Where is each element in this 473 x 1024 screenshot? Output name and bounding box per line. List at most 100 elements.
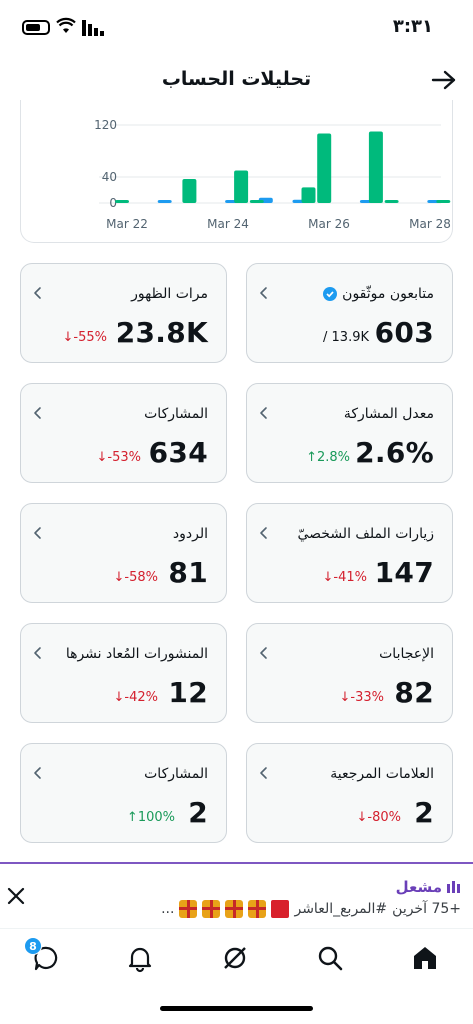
stat-label-text: زيارات الملف الشخصيّ — [297, 526, 434, 542]
space-host-name: مشعل — [395, 878, 442, 896]
stat-change: ↓-33% — [340, 690, 385, 705]
chart-card: 0 40 120 Mar 22 Mar 24 Mar 26 Mar 28 — [20, 100, 453, 243]
stat-label: الإعجابات — [379, 646, 434, 662]
stat-change: ↓-41% — [323, 570, 368, 585]
arrow-down-icon: ↓ — [96, 450, 108, 465]
stat-label-text: العلامات المرجعية — [330, 766, 434, 782]
arrow-down-icon: ↓ — [339, 690, 351, 705]
stat-card[interactable]: العلامات المرجعية 2 ↓-80% — [246, 743, 453, 843]
stat-label-text: المشاركات — [144, 406, 208, 422]
verified-badge-icon — [323, 287, 338, 301]
stat-card[interactable]: المشاركات 2 ↑100% — [20, 743, 227, 843]
stat-label: العلامات المرجعية — [330, 766, 434, 782]
stat-label: زيارات الملف الشخصيّ — [297, 526, 434, 542]
header: تحليلات الحساب — [0, 60, 473, 100]
status-bar: ٣:٣١ — [0, 0, 473, 58]
stat-card[interactable]: المنشورات المُعاد نشرها 12 ↓-42% — [20, 623, 227, 723]
x-tick-label: Mar 28 — [409, 217, 451, 231]
bar-green — [115, 200, 129, 203]
bar-green — [384, 200, 399, 203]
stat-value: 23.8K — [115, 316, 208, 349]
chevron-left-icon — [260, 527, 267, 539]
stat-change-value: -53% — [107, 450, 141, 465]
back-arrow-icon[interactable] — [431, 68, 457, 92]
stat-label-text: الإعجابات — [379, 646, 434, 662]
stat-label: المشاركات — [144, 406, 208, 422]
stat-label: متابعون موثّقون — [323, 286, 434, 302]
close-icon[interactable] — [6, 886, 26, 906]
stat-change-value: -80% — [367, 810, 401, 825]
bar-green — [436, 200, 451, 203]
chevron-left-icon — [260, 767, 267, 779]
arrow-down-icon: ↓ — [62, 330, 74, 345]
stat-card[interactable]: متابعون موثّقون 603 / 13.9K — [246, 263, 453, 363]
space-host: مشعل — [396, 878, 461, 896]
stat-value: 2.6% — [355, 436, 434, 469]
stat-change: ↓-55% — [63, 330, 108, 345]
home-icon[interactable] — [410, 943, 440, 973]
stat-value: 147 — [374, 556, 434, 589]
stat-label-text: معدل المشاركة — [343, 406, 434, 422]
space-ellipsis: ... — [161, 901, 175, 917]
bar-green — [301, 187, 316, 203]
stat-card[interactable]: زيارات الملف الشخصيّ 147 ↓-41% — [246, 503, 453, 603]
chevron-left-icon — [34, 767, 41, 779]
space-details: +75 آخرين #المربع_العاشر ... — [161, 900, 461, 918]
stat-value: 82 — [394, 676, 434, 709]
spaces-bar[interactable]: مشعل +75 آخرين #المربع_العاشر ... — [0, 862, 473, 928]
stat-card[interactable]: مرات الظهور 23.8K ↓-55% — [20, 263, 227, 363]
stat-change: ↑100% — [127, 810, 175, 825]
stat-change: ↓-42% — [114, 690, 159, 705]
space-hashtag: #المربع_العاشر — [294, 901, 388, 917]
x-tick-label: Mar 22 — [106, 217, 148, 231]
chevron-left-icon — [260, 287, 267, 299]
chevron-left-icon — [260, 647, 267, 659]
stat-label-text: مرات الظهور — [131, 286, 208, 302]
y-tick-label: 0 — [109, 196, 117, 210]
search-icon[interactable] — [315, 943, 345, 973]
arrow-down-icon: ↓ — [113, 690, 125, 705]
home-indicator — [160, 1006, 313, 1011]
stat-label: الردود — [173, 526, 208, 542]
gift-icon — [225, 900, 244, 918]
space-listeners: +75 آخرين — [392, 901, 461, 917]
stat-label-text: متابعون موثّقون — [342, 286, 434, 302]
bar-green — [249, 200, 264, 203]
stat-value: 2 — [414, 796, 434, 829]
messages-badge: 8 — [24, 937, 42, 955]
status-time: ٣:٣١ — [392, 16, 433, 37]
grok-icon[interactable] — [220, 943, 250, 973]
wifi-icon — [56, 17, 76, 33]
page-title: تحليلات الحساب — [161, 68, 312, 90]
stat-change-value: 2.8% — [316, 450, 350, 465]
stat-change: ↓-80% — [357, 810, 402, 825]
stat-card[interactable]: الإعجابات 82 ↓-33% — [246, 623, 453, 723]
stat-card[interactable]: الردود 81 ↓-58% — [20, 503, 227, 603]
stat-label: المنشورات المُعاد نشرها — [66, 646, 208, 662]
stat-change-value: -55% — [73, 330, 107, 345]
stat-label-text: المشاركات — [144, 766, 208, 782]
stat-label-text: الردود — [172, 526, 208, 542]
arrow-down-icon: ↓ — [113, 570, 125, 585]
stat-value: 603 — [374, 316, 434, 349]
arrow-up-icon: ↑ — [126, 810, 138, 825]
red-square-icon — [271, 900, 290, 918]
chevron-left-icon — [34, 647, 41, 659]
x-tick-label: Mar 26 — [308, 217, 350, 231]
gift-icon — [179, 900, 198, 918]
gift-icon — [202, 900, 221, 918]
notifications-bell-icon[interactable] — [125, 943, 155, 973]
stat-change: ↑2.8% — [306, 450, 350, 465]
stat-card[interactable]: معدل المشاركة 2.6% ↑2.8% — [246, 383, 453, 483]
stat-change-value: -41% — [333, 570, 367, 585]
audio-bars-icon — [447, 881, 460, 893]
stat-card[interactable]: المشاركات 634 ↓-53% — [20, 383, 227, 483]
signal-icon — [82, 20, 104, 36]
stat-change-value: -58% — [124, 570, 158, 585]
bar-blue — [157, 200, 172, 203]
stat-total: / 13.9K — [323, 330, 369, 345]
stat-change-value: -42% — [124, 690, 158, 705]
chevron-left-icon — [34, 527, 41, 539]
stat-label-text: المنشورات المُعاد نشرها — [65, 646, 208, 662]
arrow-down-icon: ↓ — [356, 810, 368, 825]
